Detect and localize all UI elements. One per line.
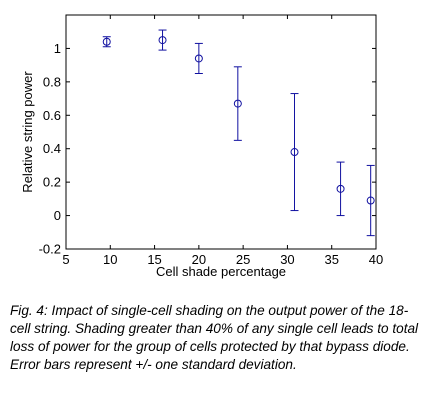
x-tick-label: 40 (369, 252, 383, 267)
scatter-chart: 5 10 15 20 25 30 35 40 -0.2 0 0.2 0.4 0.6 0.8 1 Cell … (20, 14, 383, 279)
x-tick-label: 5 (62, 252, 69, 267)
point-marker (233, 99, 242, 108)
y-tick-label: 0.4 (43, 141, 61, 156)
y-tick-label: 1 (54, 41, 61, 56)
point-marker (158, 36, 167, 45)
x-axis-label: Cell shade percentage (156, 264, 286, 279)
chart-figure: 5 10 15 20 25 30 35 40 -0.2 0 0.2 0.4 0.6 0.8 1 Cell … (20, 14, 383, 279)
data-point (290, 93, 299, 212)
y-tick-label: 0 (54, 208, 61, 223)
x-axis: 5 10 15 20 25 30 35 40 (62, 15, 383, 267)
x-tick-label: 30 (280, 252, 294, 267)
y-tick-label: 0.8 (43, 74, 61, 89)
data-point (158, 29, 167, 51)
x-tick-label: 25 (236, 252, 250, 267)
figure-caption: Fig. 4: Impact of single-cell shading on… (10, 303, 419, 372)
x-tick-label: 10 (103, 252, 117, 267)
point-marker (102, 37, 111, 46)
y-axis: -0.2 0 0.2 0.4 0.6 0.8 1 (39, 41, 376, 257)
y-tick-label: 0.2 (43, 175, 61, 190)
point-marker (336, 184, 345, 193)
data-series (102, 29, 375, 237)
data-point (194, 42, 203, 74)
plot-area (65, 14, 377, 250)
data-point (233, 66, 242, 141)
x-tick-label: 20 (192, 252, 206, 267)
x-tick-label: 35 (324, 252, 338, 267)
point-marker (366, 196, 375, 205)
data-point (336, 161, 345, 217)
y-tick-label: 0.6 (43, 108, 61, 123)
point-marker (194, 54, 203, 63)
x-tick-label: 15 (147, 252, 161, 267)
y-axis-label: Relative string power (20, 71, 35, 193)
y-tick-label: -0.2 (39, 242, 61, 257)
point-marker (290, 148, 299, 157)
data-point (102, 36, 111, 48)
data-point (366, 164, 375, 237)
